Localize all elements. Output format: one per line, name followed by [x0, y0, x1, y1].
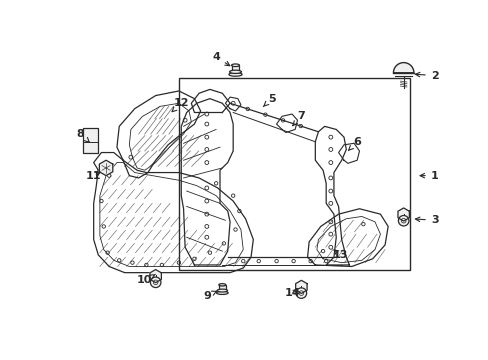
Text: 6: 6	[347, 137, 360, 150]
Text: 9: 9	[203, 291, 216, 301]
Polygon shape	[295, 280, 306, 293]
Ellipse shape	[217, 289, 227, 292]
Text: 8: 8	[77, 129, 89, 142]
Circle shape	[296, 288, 306, 298]
Text: 7: 7	[292, 111, 305, 126]
Text: 10: 10	[137, 274, 155, 285]
Ellipse shape	[216, 291, 228, 294]
Ellipse shape	[219, 284, 225, 286]
Text: 5: 5	[263, 94, 275, 107]
Text: 1: 1	[419, 171, 438, 181]
Ellipse shape	[231, 64, 239, 67]
Text: 4: 4	[212, 52, 229, 66]
Polygon shape	[397, 208, 408, 221]
Text: 12: 12	[172, 98, 189, 112]
Polygon shape	[99, 160, 113, 176]
Bar	[179, 78, 409, 270]
Text: 2: 2	[415, 71, 438, 81]
Text: 3: 3	[415, 215, 438, 225]
Bar	[82, 128, 98, 153]
Ellipse shape	[228, 73, 242, 76]
Circle shape	[398, 216, 408, 226]
Wedge shape	[393, 63, 413, 73]
Ellipse shape	[229, 70, 241, 73]
Bar	[231, 65, 239, 72]
Text: 11: 11	[86, 171, 101, 181]
Circle shape	[150, 277, 161, 288]
Text: 14: 14	[284, 288, 299, 298]
Text: 13: 13	[332, 250, 347, 260]
Polygon shape	[150, 270, 161, 283]
Bar	[219, 285, 225, 291]
